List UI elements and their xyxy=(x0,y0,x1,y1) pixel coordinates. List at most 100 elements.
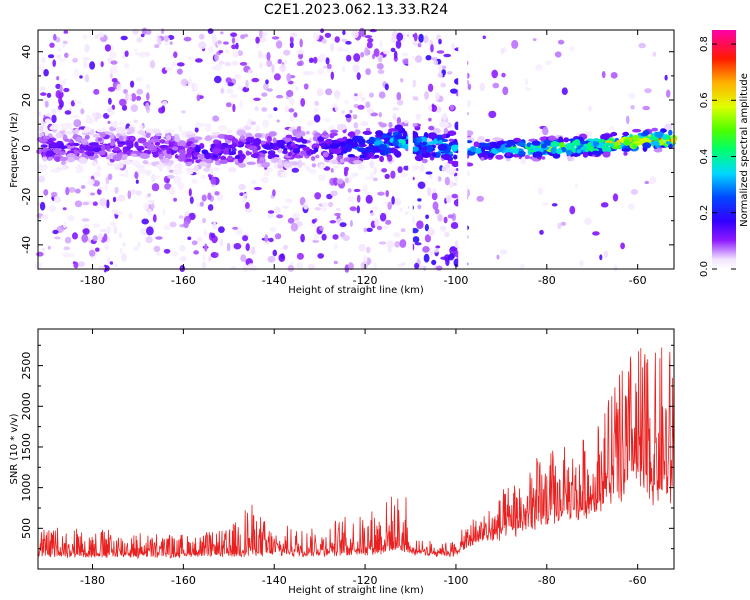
spectrogram-cell xyxy=(554,51,562,58)
spectrogram-cell xyxy=(267,167,273,172)
spectrogram-cell xyxy=(516,142,526,147)
spectrogram-cell xyxy=(450,247,458,252)
y-tick-label: 1000 xyxy=(20,474,33,502)
spectrogram-cell xyxy=(255,44,260,49)
spectrogram-cell xyxy=(365,127,371,132)
spectrogram-cell xyxy=(191,178,198,184)
spectrogram-cell xyxy=(67,156,75,163)
spectrogram-cell xyxy=(208,46,215,53)
spectrogram-cell xyxy=(601,71,606,79)
spectrogram-cell xyxy=(306,130,310,135)
spectrogram-cell xyxy=(280,253,285,260)
colorbar-ticks: 0.0 0.2 0.4 0.6 0.8 xyxy=(699,36,736,277)
spectrogram-cell xyxy=(358,27,366,37)
spectrogram-cell xyxy=(314,207,322,211)
spectrogram-cell xyxy=(54,236,61,240)
spectrogram-cell xyxy=(62,221,67,229)
spectrogram-cell xyxy=(365,101,371,109)
spectrogram-cell xyxy=(638,42,647,49)
spectrogram-cell xyxy=(369,212,375,217)
spectrogram-cell xyxy=(45,150,55,157)
spectrogram-cell xyxy=(392,113,397,121)
spectrogram-cell xyxy=(571,153,581,157)
spectrogram-cell xyxy=(550,141,559,147)
spectrogram-cell xyxy=(341,65,346,73)
spectrogram-cell xyxy=(359,154,367,159)
spectrogram-cell xyxy=(124,141,134,145)
spectrogram-cell xyxy=(162,208,166,216)
spectrogram-cell xyxy=(298,52,304,60)
spectrogram-cell xyxy=(216,193,224,201)
spectrogram-cell xyxy=(166,149,171,155)
spectrogram-cell xyxy=(48,205,57,213)
spectrogram-cell xyxy=(532,38,537,42)
spectrogram-cell xyxy=(328,201,334,208)
spectrogram-cell xyxy=(319,226,324,231)
spectrogram-cell xyxy=(259,62,263,69)
spectrogram-cell xyxy=(176,140,187,147)
spectrogram-cell xyxy=(60,161,67,165)
spectrogram-cell xyxy=(347,188,352,193)
spectrogram-cell xyxy=(243,193,249,197)
spectrogram-cell xyxy=(604,142,612,146)
spectrogram-cell xyxy=(294,154,304,159)
spectrogram-cell xyxy=(300,98,306,107)
spectrogram-cell xyxy=(210,232,216,238)
spectrogram-cell xyxy=(130,189,136,195)
spectrogram-cell xyxy=(341,110,346,114)
spectrogram-cell xyxy=(362,130,372,135)
spectrogram-cell xyxy=(164,157,169,164)
spectrogram-cell xyxy=(303,202,309,210)
spectrogram-cell xyxy=(137,241,142,248)
spectrogram-cell xyxy=(203,228,208,237)
spectrogram-cell xyxy=(112,196,117,203)
snr-x-axis-label: Height of straight line (km) xyxy=(288,585,424,596)
spectrogram-cell xyxy=(96,165,102,172)
spectrogram-cell xyxy=(424,91,429,100)
spectrogram-cell xyxy=(232,226,239,230)
colorbar-tick-label: 0.4 xyxy=(699,149,710,165)
spectrogram-cell xyxy=(84,43,90,53)
spectrogram-cell xyxy=(40,144,48,148)
spectrogram-cell xyxy=(356,72,361,80)
x-tick-label: -100 xyxy=(443,574,468,587)
spectrogram-cell xyxy=(435,245,441,249)
spectrogram-cell xyxy=(151,128,161,134)
spectrogram-cell xyxy=(373,154,380,159)
spectrogram-cell xyxy=(115,211,123,215)
spectrogram-cell xyxy=(291,167,299,173)
spectrogram-cell xyxy=(320,142,326,149)
spectrogram-cell xyxy=(418,33,424,43)
spectrogram-cell xyxy=(237,85,243,91)
spectrogram-cell xyxy=(231,44,237,50)
spectrogram-cell xyxy=(374,218,380,228)
spectrogram-cell xyxy=(445,195,452,204)
spectrogram-cell xyxy=(391,196,395,205)
spectrogram-cell xyxy=(592,231,600,236)
spectrogram-cell xyxy=(623,139,631,146)
spectrogram-cell xyxy=(183,220,189,229)
spectrogram-cell xyxy=(253,186,262,191)
snr-series xyxy=(37,347,675,560)
spectrogram-cell xyxy=(199,201,204,207)
spectrogram-cell xyxy=(366,108,375,114)
spectrogram-cell xyxy=(43,189,49,196)
spectrogram-cell xyxy=(311,156,316,161)
spectrogram-cell xyxy=(400,172,409,177)
spectrogram-cell xyxy=(652,51,657,57)
spectrogram-cell xyxy=(436,34,441,41)
spectrogram-cell xyxy=(39,132,45,137)
spectrogram-cell xyxy=(109,68,114,74)
spectrogram-cell xyxy=(72,232,78,240)
spectrogram-cell xyxy=(559,142,565,148)
spectrogram-cell xyxy=(239,192,244,196)
spectrogram-cell xyxy=(483,146,494,150)
spectrogram-cell xyxy=(166,135,172,141)
spectrogram-cell xyxy=(567,155,572,162)
snr-frame xyxy=(37,328,675,570)
spectrogram-cell xyxy=(535,64,543,71)
spectrogram-cell xyxy=(365,194,373,204)
spectrogram-cell xyxy=(89,192,96,196)
x-tick-label: -120 xyxy=(353,574,378,587)
spectrogram-cell xyxy=(364,47,369,56)
